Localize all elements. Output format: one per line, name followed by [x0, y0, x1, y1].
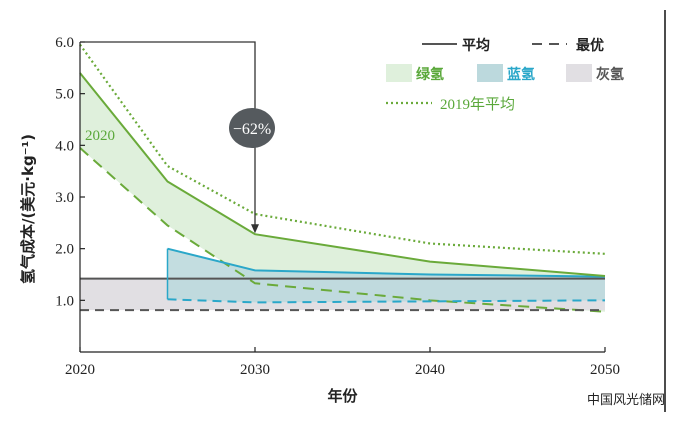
watermark: 中国风光储网: [586, 393, 665, 408]
legend-swatch-band: [386, 64, 412, 82]
legend-label-2019: 2019年平均: [440, 96, 515, 113]
reduction-badge-label: −62%: [233, 121, 271, 138]
series-line-blue-best: [167, 298, 606, 304]
legend-label-average: 平均: [462, 37, 490, 54]
series-line-green-best: [79, 147, 606, 313]
reduction-badge: [229, 108, 275, 148]
x-tick-label: 2020: [65, 362, 95, 378]
y-tick-label: 5.0: [55, 87, 74, 103]
y-tick-label: 6.0: [55, 35, 74, 51]
reduction-arrow-line: [80, 41, 256, 227]
series-line-blue-average: [167, 247, 606, 278]
x-axis-title: 年份: [327, 387, 358, 405]
y-tick-label: 1.0: [55, 293, 74, 309]
x-tick-label: 2030: [240, 362, 270, 378]
series-line-green-average: [79, 72, 606, 278]
legend-swatch-band: [477, 64, 503, 82]
reduction-arrow-head: [251, 224, 259, 234]
legend-label-band: 蓝氢: [507, 66, 535, 83]
y-tick-label: 4.0: [55, 138, 74, 154]
y-axis-title: 氢气成本/(美元·kg⁻¹): [19, 134, 37, 284]
legend-label-band: 灰氢: [596, 66, 624, 83]
series-year-label: 2020: [85, 128, 115, 144]
y-tick-label: 3.0: [55, 190, 74, 206]
series-line-2019-average: [79, 43, 606, 255]
legend-label-band: 绿氢: [416, 66, 444, 83]
green-hydrogen-band: [80, 73, 605, 312]
x-tick-label: 2040: [415, 362, 445, 378]
blue-hydrogen-band: [167, 248, 605, 303]
legend-swatch-band: [566, 64, 592, 82]
legend-label-best: 最优: [576, 37, 604, 54]
y-tick-label: 2.0: [55, 242, 74, 258]
x-tick-label: 2050: [590, 362, 620, 378]
